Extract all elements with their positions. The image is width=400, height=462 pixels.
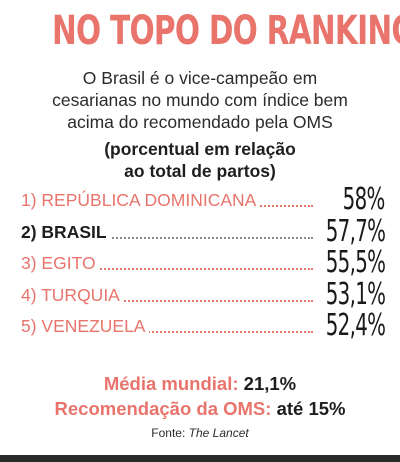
stat-value: 21,1% [243,373,297,394]
subtitle-line: acima do recomendado pela OMS [67,112,333,132]
leader-dots [21,268,313,270]
leader-dots [21,331,313,333]
subtitle: O Brasil é o vice-campeão em cesarianas … [0,67,400,133]
percentage-value: 53,1% [325,276,385,312]
stat-value: até 15% [276,398,346,419]
ranking-row: 2) BRASIL 57,7% [21,213,386,249]
stat-label: Recomendação da OMS: [54,398,272,419]
percentage-value: 55,5% [325,245,385,280]
source-prefix: Fonte: [151,426,186,440]
stat-label: Média mundial: [103,373,239,394]
stats: Média mundial: 21,1% Recomendação da OMS… [0,371,400,421]
source-credit: Fonte: The Lancet [0,426,400,440]
ranking-row: 4) TURQUIA 53,1% [21,276,386,312]
percentage-value: 57,7% [325,213,385,249]
stat-who-recommendation: Recomendação da OMS: até 15% [0,396,400,421]
percentage-value: 58% [342,182,386,217]
unit-line: (porcentual em relação [104,139,296,159]
country-label: 4) TURQUIA [21,284,124,306]
leader-dots [21,299,313,302]
stat-world-average: Média mundial: 21,1% [0,371,400,396]
source-name: The Lancet [188,426,249,440]
country-label: 5) VENEZUELA [21,316,150,337]
unit-note: (porcentual em relação ao total de parto… [0,138,400,182]
country-label: 2) BRASIL [21,221,111,243]
subtitle-line: O Brasil é o vice-campeão em [82,68,318,88]
ranking-row: 5) VENEZUELA 52,4% [21,308,386,343]
subtitle-line: cesarianas no mundo com índice bem [52,90,348,110]
unit-line: ao total de partos) [124,161,276,181]
ranking-row: 3) EGITO 55,5% [21,245,386,280]
page-title: NO TOPO DO RANKING [52,8,400,54]
ranking-row: 1) REPÚBLICA DOMINICANA 58% [21,182,386,217]
leader-dots [21,236,313,239]
country-label: 1) REPÚBLICA DOMINICANA [21,190,261,211]
percentage-value: 52,4% [325,308,385,343]
country-label: 3) EGITO [21,253,100,274]
